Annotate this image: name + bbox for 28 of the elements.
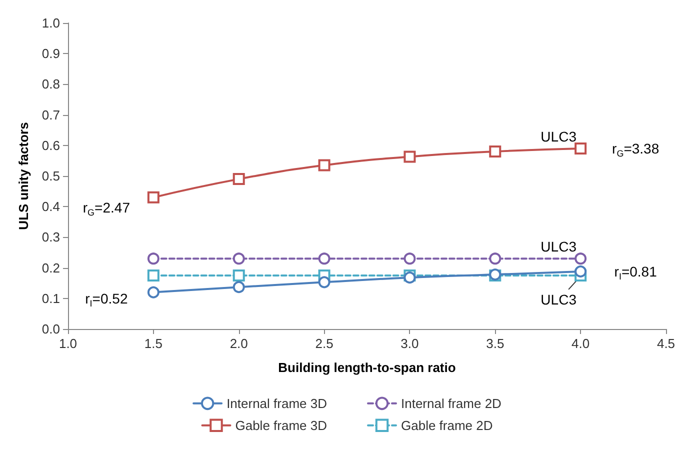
y-tick-label: 1.0 (42, 16, 60, 30)
annotation: ULC3 (540, 128, 577, 144)
y-tick-label: 0.1 (42, 290, 60, 306)
y-axis-title: ULS unity factors (16, 122, 31, 230)
legend-label: Gable frame 3D (235, 418, 328, 433)
legend-label: Internal frame 2D (401, 396, 502, 411)
y-tick-label: 0.4 (42, 199, 60, 214)
annotation: ULC3 (540, 238, 577, 255)
x-tick-label: 2.5 (315, 336, 334, 351)
x-tick-label: 4.0 (572, 336, 590, 351)
annotation: ULC3 (540, 291, 577, 308)
y-tick-label: 0.7 (42, 107, 60, 122)
legend-label: Gable frame 2D (401, 418, 493, 433)
x-tick-label: 4.5 (656, 336, 676, 351)
x-tick-label: 1.0 (58, 336, 78, 351)
x-tick-label: 1.5 (144, 336, 162, 351)
legend-label: Internal frame 3D (226, 396, 328, 411)
y-tick-label: 0.9 (42, 46, 60, 62)
y-tick-label: 0.6 (42, 138, 60, 153)
x-tick-label: 3.0 (400, 336, 419, 351)
y-tick-label: 0.5 (42, 168, 60, 184)
y-tick-label: 0.8 (42, 76, 60, 92)
y-tick-label: 0.3 (42, 230, 60, 245)
x-axis-title: Building length-to-span ratio (278, 360, 456, 375)
y-tick-label: 0.0 (42, 322, 60, 336)
x-tick-label: 2.0 (230, 336, 248, 351)
y-tick-label: 0.2 (42, 260, 60, 276)
x-tick-label: 3.5 (486, 336, 504, 351)
